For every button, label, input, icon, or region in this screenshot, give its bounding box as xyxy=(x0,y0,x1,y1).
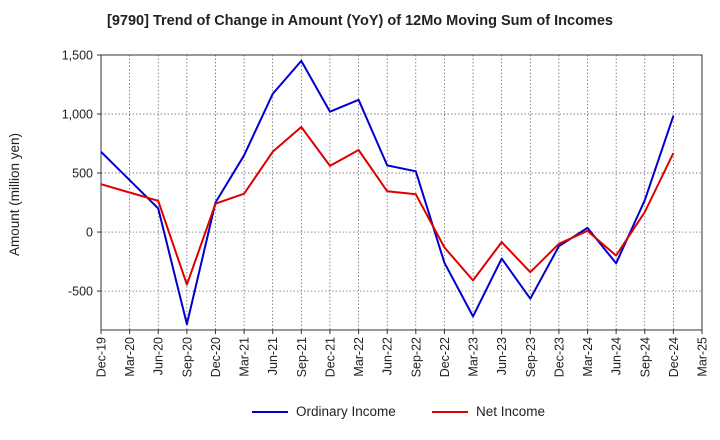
legend-swatch-ordinary-income xyxy=(252,410,288,413)
x-tick-label: Dec-20 xyxy=(209,337,223,377)
x-tick-label: Mar-23 xyxy=(467,337,481,377)
x-tick-label: Mar-21 xyxy=(238,337,252,377)
legend-label-ordinary-income: Ordinary Income xyxy=(296,404,396,419)
x-tick-label: Mar-24 xyxy=(581,337,595,377)
axes xyxy=(97,54,703,334)
x-tick-label: Jun-21 xyxy=(266,337,280,375)
x-tick-label: Dec-19 xyxy=(95,337,109,377)
y-tick-label: -500 xyxy=(68,285,93,299)
series xyxy=(100,59,675,326)
legend-ordinary-income: Ordinary Income xyxy=(252,404,396,419)
x-tick-label: Dec-21 xyxy=(323,337,337,377)
legend-net-income: Net Income xyxy=(432,404,545,419)
legend-label-net-income: Net Income xyxy=(476,404,546,419)
x-tick-label: Mar-25 xyxy=(696,337,710,377)
x-tick-label: Jun-23 xyxy=(495,337,509,375)
x-tick-label: Sep-23 xyxy=(524,337,538,377)
y-tick-label: 500 xyxy=(72,167,93,181)
chart-title: [9790] Trend of Change in Amount (YoY) o… xyxy=(107,13,613,29)
x-tick-label: Jun-24 xyxy=(610,337,624,375)
x-tick-label: Sep-21 xyxy=(295,337,309,377)
grid xyxy=(100,54,703,330)
y-tick-label: 1,500 xyxy=(62,49,93,63)
x-tick-label: Mar-20 xyxy=(123,337,137,377)
tick-labels: -500 0 500 1,000 1,500 Dec-19 Mar-20 Jun-20 Sep-… xyxy=(7,49,710,378)
x-tick-label: Sep-20 xyxy=(180,337,194,377)
x-tick-label: Jun-20 xyxy=(152,337,166,375)
x-tick-label: Dec-22 xyxy=(438,337,452,377)
x-tick-label: Jun-22 xyxy=(381,337,395,375)
x-tick-label: Sep-24 xyxy=(638,337,652,377)
y-tick-label: 1,000 xyxy=(62,108,93,122)
legend-swatch-net-income xyxy=(432,410,468,413)
plot-frame xyxy=(100,54,703,331)
y-tick-label: 0 xyxy=(86,226,93,240)
x-tick-label: Dec-23 xyxy=(552,337,566,377)
x-tick-label: Mar-22 xyxy=(352,337,366,377)
x-tick-label: Sep-22 xyxy=(409,337,423,377)
x-tick-label: Dec-24 xyxy=(667,337,681,377)
y-axis-title: Amount (million yen) xyxy=(7,133,22,256)
